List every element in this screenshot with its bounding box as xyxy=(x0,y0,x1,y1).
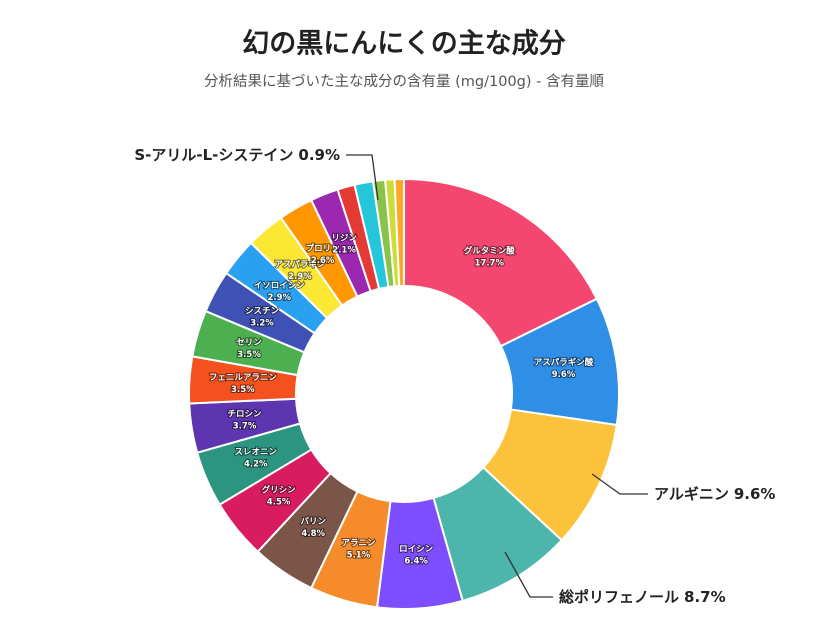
slice-value: 4.5% xyxy=(267,497,291,507)
slice-label: シスチン xyxy=(245,307,280,317)
slice-value: 3.5% xyxy=(231,385,255,395)
label-name: 総ポリフェノール xyxy=(559,588,679,606)
chart-subtitle: 分析結果に基づいた主な成分の含有量 (mg/100g) - 含有量順 xyxy=(204,73,604,90)
label-name: S-アリル-L-システイン xyxy=(134,146,293,164)
slice-value: 3.5% xyxy=(237,350,261,360)
label-name: アルギニン xyxy=(654,485,729,503)
label-value: 9.6% xyxy=(734,485,776,503)
slice-label: イソロイシン xyxy=(254,281,306,291)
slice-value: 2.6% xyxy=(311,256,335,266)
slice-label: セリン xyxy=(236,338,262,348)
slice-label: グルタミン酸 xyxy=(464,245,516,256)
slice-label: チロシン xyxy=(228,409,263,419)
slice-value: 2.1% xyxy=(332,246,356,256)
label-value: 0.9% xyxy=(298,146,340,164)
slice-value: 4.2% xyxy=(244,460,268,470)
slice-value: 9.6% xyxy=(552,370,576,380)
slice-value: 3.2% xyxy=(250,319,274,329)
slice-value: 3.7% xyxy=(233,421,257,431)
slice-label: プロリン xyxy=(306,243,341,254)
slice-label: アスパラギン酸 xyxy=(534,357,594,368)
slice-label: グリシン xyxy=(262,484,297,495)
slice-value: 17.7% xyxy=(474,258,504,268)
slice-label: ロイシン xyxy=(399,545,434,555)
slice-value: 4.8% xyxy=(301,529,325,539)
slice-value: 2.9% xyxy=(288,272,312,282)
donut-slice xyxy=(403,177,599,348)
outside-label: アルギニン 9.6% xyxy=(654,485,775,503)
slice-label: スレオニン xyxy=(235,448,278,458)
slice-label: バリン xyxy=(300,516,326,527)
slice-value: 6.4% xyxy=(404,557,428,567)
leader-line xyxy=(504,551,553,598)
outside-label: 総ポリフェノール 8.7% xyxy=(559,588,726,606)
outside-label: S-アリル-L-システイン 0.9% xyxy=(134,146,340,164)
slice-label: リジン xyxy=(331,234,357,244)
leader-line xyxy=(591,473,648,495)
slice-value: 5.1% xyxy=(347,550,371,560)
slice-value: 2.9% xyxy=(267,293,291,303)
leader-line xyxy=(346,154,379,201)
donut-slice xyxy=(393,177,405,288)
slice-label: アスパラギン xyxy=(274,259,326,270)
label-value: 8.7% xyxy=(684,588,726,606)
slice-label: フェニルアラニン xyxy=(209,373,278,383)
slice-label: アラニン xyxy=(341,538,376,548)
chart-title: 幻の黒にんにくの主な成分 xyxy=(242,29,565,60)
